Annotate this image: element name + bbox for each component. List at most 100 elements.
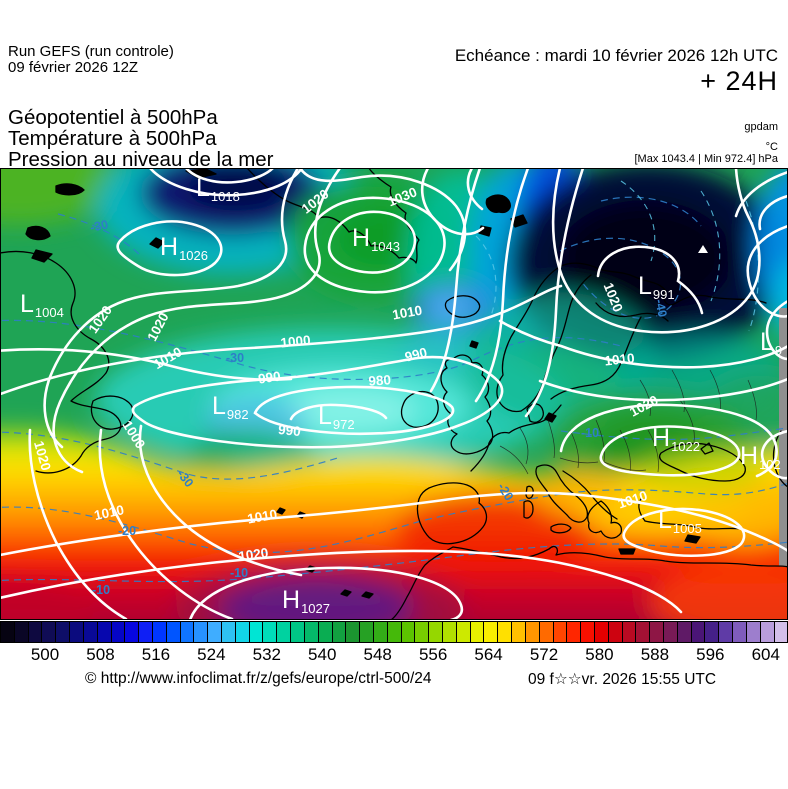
title-pressure: Pression au niveau de la mer	[8, 148, 274, 171]
map-edge-strip	[779, 308, 788, 566]
colorbar-cell	[291, 622, 305, 642]
pressure-center-label: L1005	[658, 506, 702, 536]
colorbar-cell	[318, 622, 333, 642]
colorbar-tick-label: 556	[418, 645, 448, 664]
isobar-value-label: 1010	[604, 350, 635, 368]
colorbar-cell	[470, 622, 485, 642]
pressure-center-label: L982	[212, 392, 249, 422]
colorbar-cell	[608, 622, 623, 642]
run-date-label: 09 février 2026 12Z	[8, 59, 139, 76]
temperature-value-label: -10	[581, 426, 599, 440]
generation-datetime-label: 09 f☆☆vr. 2026 15:55 UTC	[528, 671, 717, 688]
colorbar-cell	[56, 622, 71, 642]
temperature-value-label: -40	[652, 298, 669, 319]
colorbar-cell	[208, 622, 222, 642]
colorbar-cell	[401, 622, 416, 642]
run-model-label: Run GEFS (run controle)	[8, 43, 174, 60]
colorbar-cell	[70, 622, 84, 642]
pressure-center-label: L1004	[20, 290, 64, 320]
colorbar-cell	[705, 622, 720, 642]
colorbar-cell	[760, 622, 775, 642]
colorbar-tick-label: 508	[86, 645, 115, 664]
colorbar-cell	[567, 622, 582, 642]
colorbar-cell	[139, 622, 153, 642]
temperature-value-label: -10	[230, 566, 248, 580]
colorbar-cell	[677, 622, 692, 642]
colorbar-cell	[28, 622, 43, 642]
colorbar-cell	[235, 622, 250, 642]
colorbar-tick-label: 596	[696, 645, 725, 664]
colorbar-cell	[373, 622, 388, 642]
colorbar-cell	[650, 622, 664, 642]
forecast-valid-time: Echéance : mardi 10 février 2026 12h UTC	[454, 46, 778, 65]
colorbar-tick-label: 580	[585, 645, 614, 664]
isobar-value-label: 990	[277, 422, 301, 439]
colorbar-cell	[512, 622, 526, 642]
unit-geopotential-label: gpdam	[744, 121, 778, 133]
isobar-value-label: 990	[403, 345, 428, 365]
unit-temperature-label: °C	[765, 141, 778, 153]
colorbar-cell	[249, 622, 264, 642]
colorbar-tick-label: 540	[308, 645, 337, 664]
colorbar-tick-label: 572	[529, 645, 559, 664]
colorbar-cell	[277, 622, 292, 642]
weather-map-canvas: L1018 H1026 H1043 L1004 L982 L972 L991 L9 H1022 H…	[0, 135, 788, 654]
colorbar-cell	[774, 622, 788, 642]
colorbar-cell	[484, 622, 499, 642]
pressure-center-label: L9	[760, 328, 782, 358]
isobar-value-label: 990	[257, 369, 281, 387]
colorbar-cell	[746, 622, 761, 642]
colorbar-cell	[180, 622, 195, 642]
temperature-value-label: -20	[118, 524, 136, 538]
temperature-color-field	[0, 135, 788, 654]
colorbar-tick-label: 516	[141, 645, 171, 664]
colorbar-cell	[346, 622, 361, 642]
country-borders	[499, 369, 757, 475]
weather-map: L1018 H1026 H1043 L1004 L982 L972 L991 L9 H1022 H…	[0, 135, 788, 654]
pressure-center-label: H1043	[352, 224, 400, 254]
colorbar-cell	[263, 622, 278, 642]
temperature-value-label: -10	[92, 583, 110, 597]
colorbar-cell	[691, 622, 706, 642]
colorbar-cell	[525, 622, 540, 642]
colorbar-tick-label: 604	[751, 645, 780, 664]
colorbar-tick-labels: 500 508 516 524 532 540 548 556 564 572 580 588 596 6…	[0, 645, 788, 665]
copyright-url-label: © http://www.infoclimat.fr/z/gefs/europe…	[85, 670, 432, 687]
colorbar-cell	[222, 622, 236, 642]
map-labels-layer: L1018 H1026 H1043 L1004 L982 L972 L991 L9 H1022 H…	[20, 174, 782, 616]
forecast-step: + 24H	[700, 66, 778, 96]
colorbar-cell	[456, 622, 471, 642]
geopotential-colorbar	[0, 621, 788, 643]
isobar-value-label: 1010	[246, 507, 278, 527]
title-temperature: Température à 500hPa	[8, 127, 217, 150]
colorbar-cell	[415, 622, 430, 642]
colorbar-tick-label: 548	[363, 645, 392, 664]
colorbar-cell	[42, 622, 57, 642]
colorbar-cell	[332, 622, 347, 642]
temperature-value-label: -30	[89, 217, 110, 234]
colorbar-cell	[125, 622, 140, 642]
run-info: Run GEFS (run controle) 09 février 2026 …	[8, 44, 174, 76]
coastlines	[0, 167, 788, 621]
title-geopotential: Géopotentiel à 500hPa	[8, 106, 218, 129]
pressure-center-label: L991	[638, 272, 675, 302]
colorbar-cell	[387, 622, 402, 642]
colorbar-cell	[594, 622, 609, 642]
isobar-value-label: 1020	[237, 545, 269, 564]
pressure-center-label: L972	[318, 402, 355, 432]
colorbar-cell	[498, 622, 513, 642]
colorbar-cell	[166, 622, 181, 642]
colorbar-cell	[304, 622, 319, 642]
colorbar-cell	[581, 622, 595, 642]
pressure-center-label: H1022	[652, 424, 700, 454]
colorbar-cell	[719, 622, 734, 642]
colorbar-cell	[553, 622, 568, 642]
colorbar-tick-label: 532	[252, 645, 281, 664]
colorbar-cell	[360, 622, 374, 642]
pressure-center-label: H102	[740, 442, 781, 472]
colorbar-tick-label: 500	[30, 645, 60, 664]
colorbar-cell	[14, 622, 29, 642]
colorbar-tick-label: 524	[197, 645, 226, 664]
marker-triangle-icon	[698, 245, 708, 253]
